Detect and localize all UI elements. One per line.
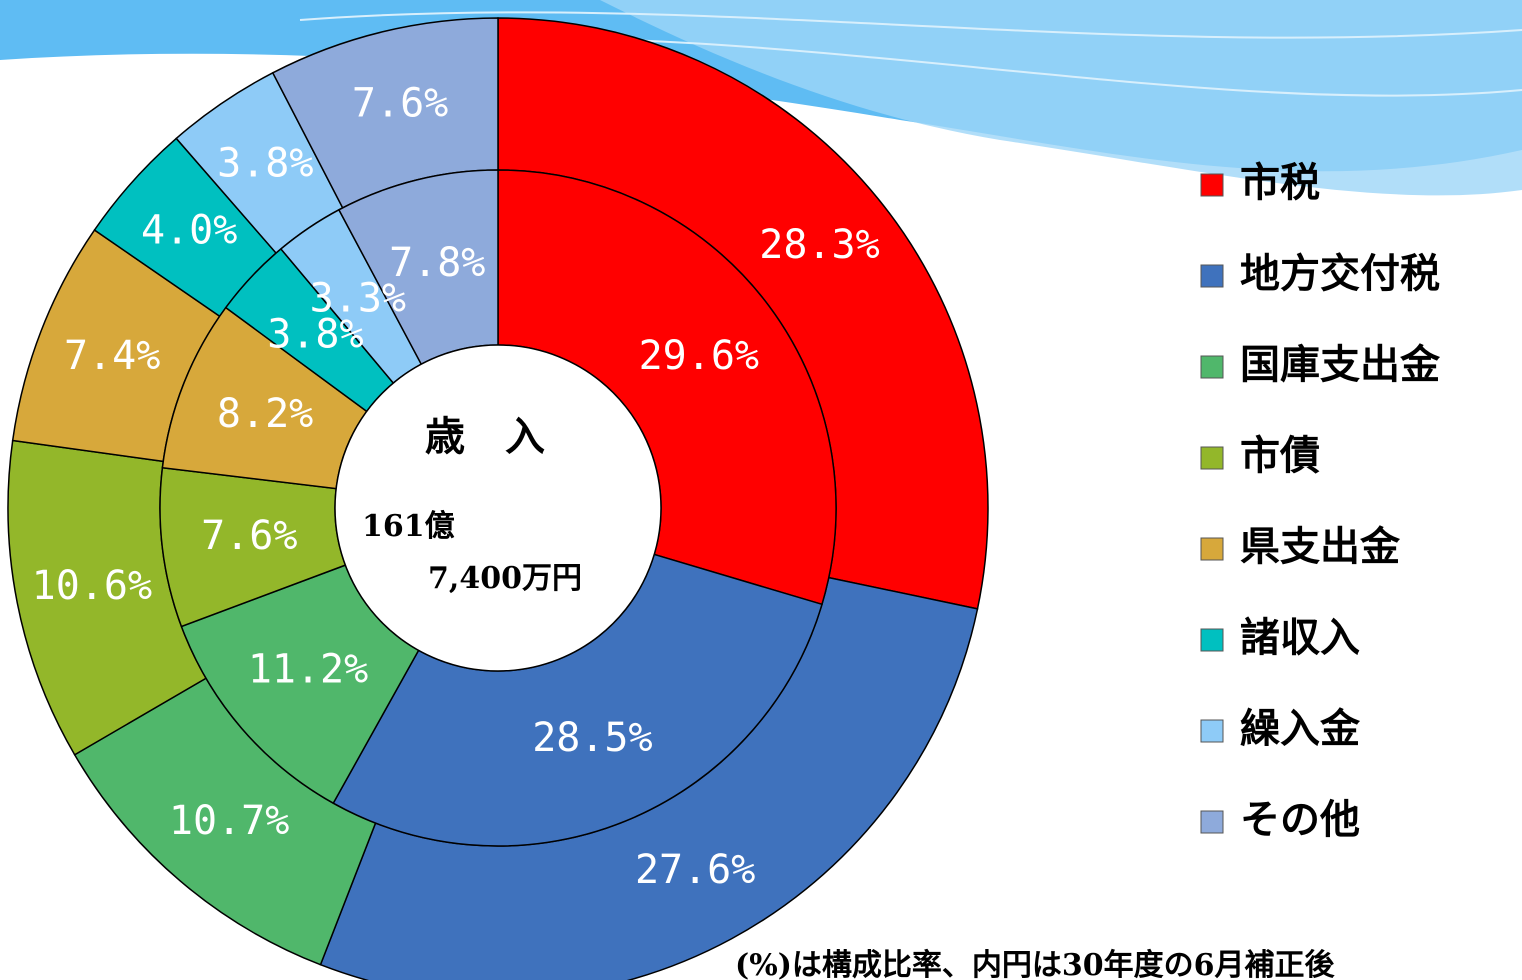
value-label: 28.3% bbox=[759, 222, 879, 268]
value-label: 11.2% bbox=[248, 646, 368, 692]
value-label: 7.4% bbox=[64, 333, 160, 379]
value-label: 29.6% bbox=[639, 333, 759, 379]
legend-label: 市税 bbox=[1240, 160, 1320, 206]
legend-label: 県支出金 bbox=[1240, 524, 1401, 570]
legend-swatch bbox=[1201, 174, 1223, 196]
value-label: 27.6% bbox=[635, 847, 755, 893]
legend-swatch bbox=[1201, 811, 1223, 833]
center-hole bbox=[335, 345, 661, 671]
center-amount: 7,400万円 bbox=[428, 561, 582, 596]
legend-label: その他 bbox=[1240, 797, 1360, 843]
value-label: 7.8% bbox=[389, 240, 485, 286]
center-title: 歳 入 bbox=[425, 413, 545, 460]
value-label: 10.6% bbox=[32, 563, 152, 609]
footnote: (%)は構成比率、内円は30年度の6月補正後 bbox=[735, 948, 1336, 980]
value-label: 28.5% bbox=[532, 715, 652, 761]
legend-label: 国庫支出金 bbox=[1240, 342, 1441, 388]
value-label: 7.6% bbox=[201, 513, 297, 559]
value-label: 8.2% bbox=[217, 391, 313, 437]
legend-swatch bbox=[1201, 629, 1223, 651]
chart: 28.3% 27.6% 10.7% 10.6% 7.4% 4.0% 3.8% 7.6% 29.6… bbox=[0, 0, 1522, 980]
value-label: 3.8% bbox=[217, 141, 313, 187]
center-amount: 161億 bbox=[362, 509, 455, 544]
legend-swatch bbox=[1201, 447, 1223, 469]
value-label: 10.7% bbox=[169, 798, 289, 844]
legend-label: 地方交付税 bbox=[1240, 251, 1440, 297]
legend-swatch bbox=[1201, 720, 1223, 742]
legend-swatch bbox=[1201, 356, 1223, 378]
legend-label: 市債 bbox=[1240, 433, 1320, 479]
value-label: 4.0% bbox=[141, 207, 237, 253]
legend-label: 諸収入 bbox=[1240, 615, 1360, 661]
legend-swatch bbox=[1201, 265, 1223, 287]
value-label: 7.6% bbox=[352, 81, 448, 127]
legend-label: 繰入金 bbox=[1240, 706, 1361, 752]
legend-swatch bbox=[1201, 538, 1223, 560]
